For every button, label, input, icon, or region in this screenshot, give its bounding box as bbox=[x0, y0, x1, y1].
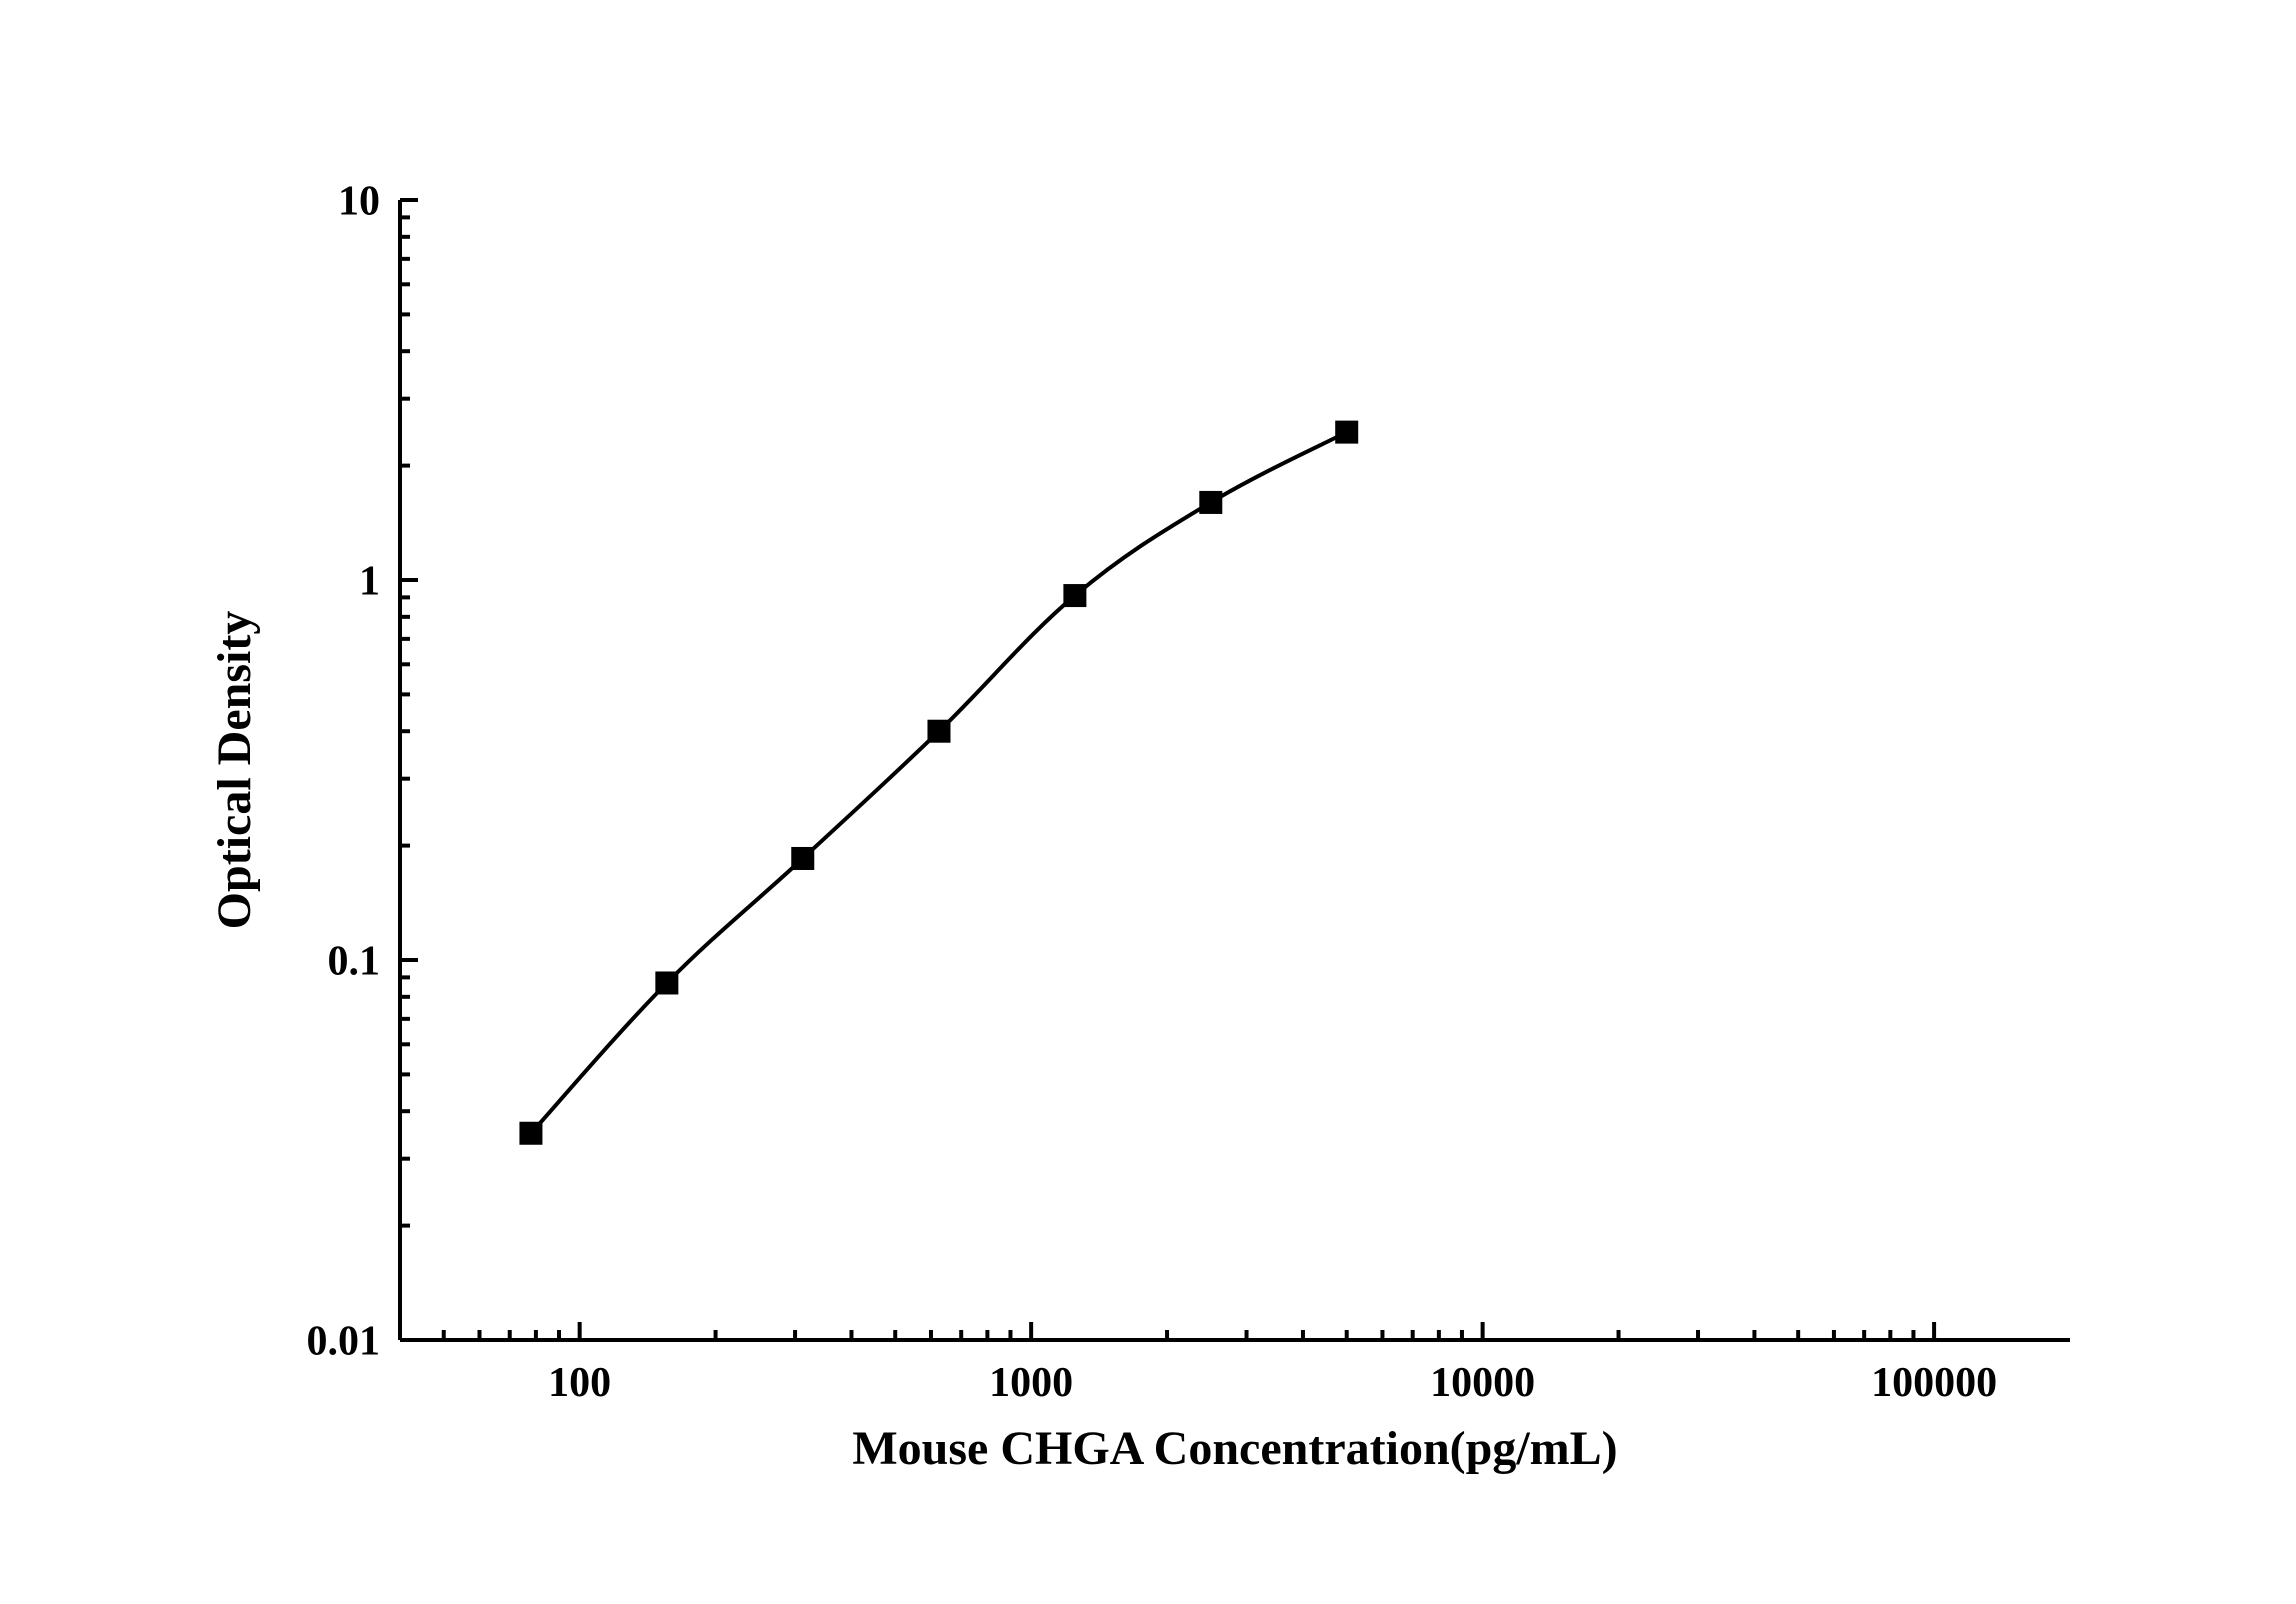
data-marker bbox=[656, 972, 678, 994]
data-marker bbox=[520, 1122, 542, 1144]
y-tick-label: 1 bbox=[359, 559, 380, 605]
y-axis-label: Optical Density bbox=[208, 611, 261, 930]
x-tick-label: 100000 bbox=[1871, 1360, 1997, 1406]
x-tick-label: 10000 bbox=[1430, 1360, 1535, 1406]
chart-svg: 100 1000 10000 100000 0.01 0.1 1 10 Mouse CHGA C… bbox=[0, 0, 2296, 1604]
data-marker bbox=[1064, 585, 1086, 607]
data-marker bbox=[928, 720, 950, 742]
x-tick-label: 100 bbox=[548, 1360, 611, 1406]
chart-container: 100 1000 10000 100000 0.01 0.1 1 10 Mouse CHGA C… bbox=[0, 0, 2296, 1604]
x-axis-label: Mouse CHGA Concentration(pg/mL) bbox=[852, 1422, 1617, 1475]
data-marker bbox=[1336, 421, 1358, 443]
y-tick-label: 10 bbox=[338, 179, 380, 225]
data-marker bbox=[792, 847, 814, 869]
y-tick-label: 0.01 bbox=[307, 1319, 381, 1365]
y-tick-label: 0.1 bbox=[328, 939, 381, 985]
x-tick-label: 1000 bbox=[989, 1360, 1073, 1406]
data-marker bbox=[1200, 491, 1222, 513]
